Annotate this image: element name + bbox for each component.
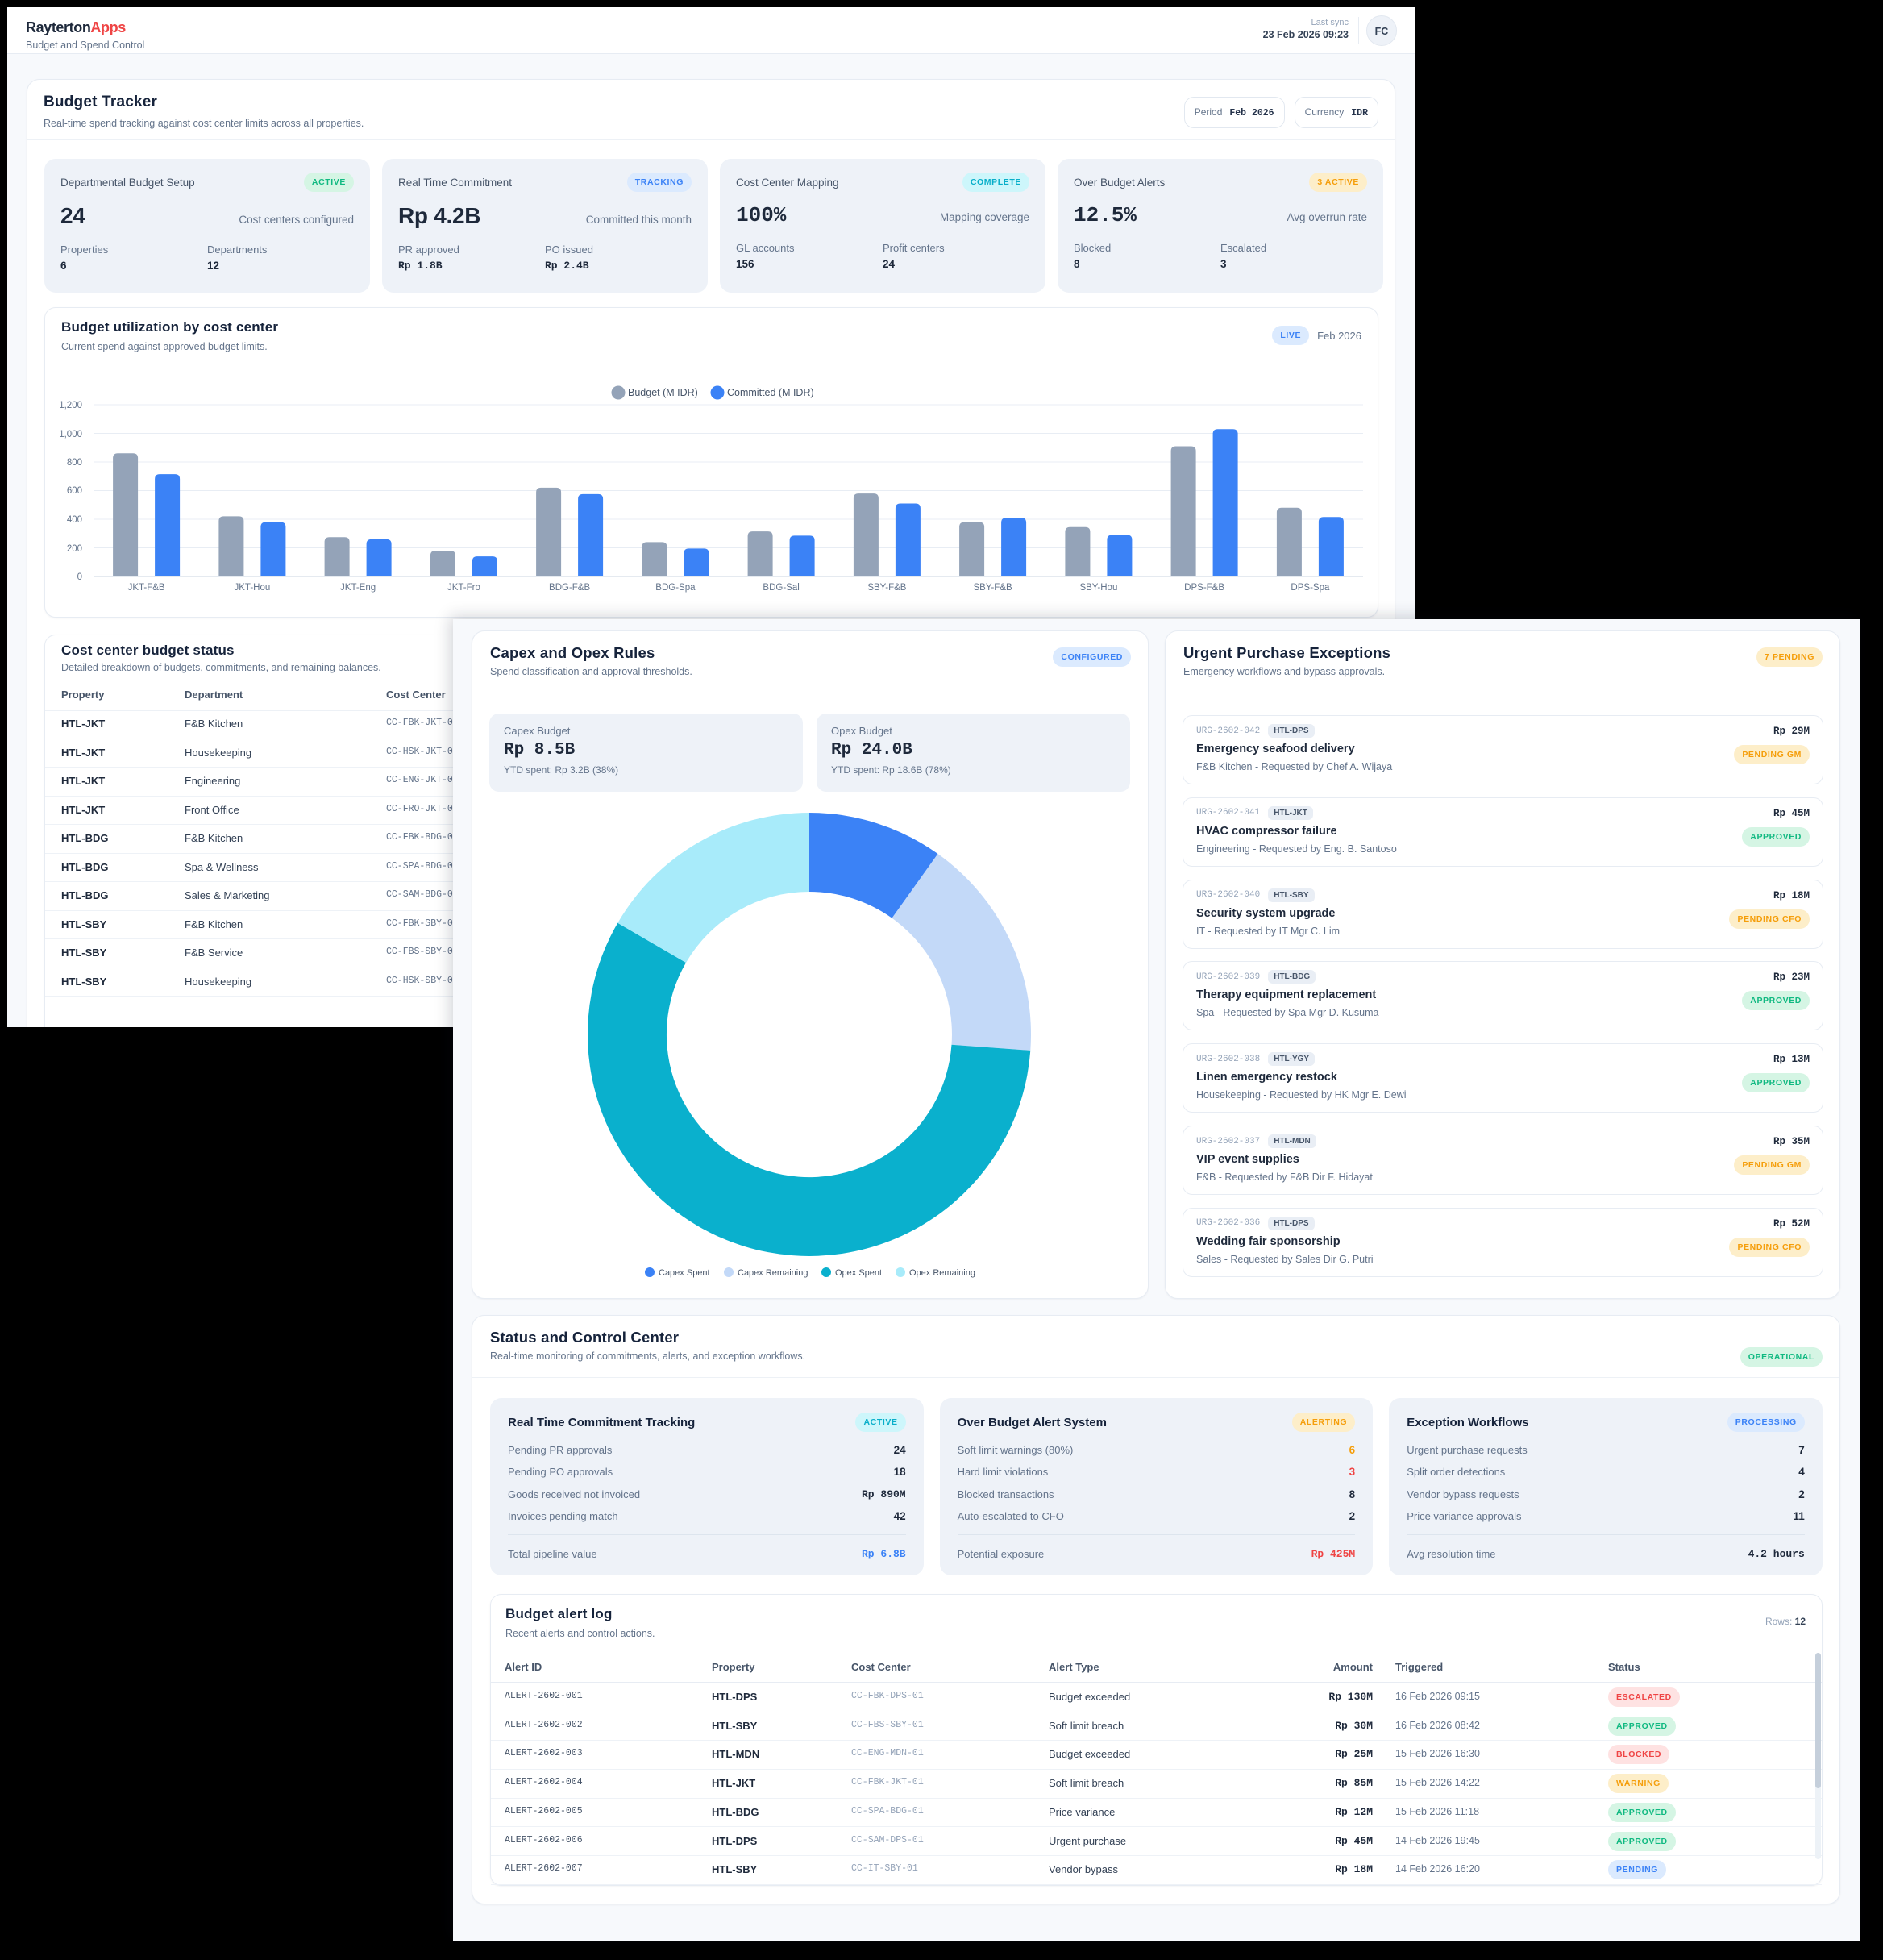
svg-text:JKT-Hou: JKT-Hou <box>235 583 271 593</box>
svg-text:600: 600 <box>67 486 82 496</box>
svg-text:1,200: 1,200 <box>59 401 82 410</box>
svg-text:DPS-Spa: DPS-Spa <box>1291 583 1330 593</box>
svg-text:BDG-Sal: BDG-Sal <box>763 583 799 593</box>
svg-text:Committed (M IDR): Committed (M IDR) <box>727 387 814 398</box>
svg-text:Capex Remaining: Capex Remaining <box>738 1268 808 1278</box>
svg-text:Opex Spent: Opex Spent <box>835 1268 882 1278</box>
svg-text:400: 400 <box>67 515 82 525</box>
svg-text:1,000: 1,000 <box>59 430 82 439</box>
svg-text:800: 800 <box>67 458 82 468</box>
svg-text:DPS-F&B: DPS-F&B <box>1184 583 1224 593</box>
svg-text:Capex Spent: Capex Spent <box>659 1268 710 1278</box>
svg-text:JKT-Fro: JKT-Fro <box>447 583 480 593</box>
svg-text:JKT-Eng: JKT-Eng <box>340 583 376 593</box>
svg-text:JKT-F&B: JKT-F&B <box>128 583 165 593</box>
svg-text:SBY-Hou: SBY-Hou <box>1079 583 1117 593</box>
svg-text:SBY-F&B: SBY-F&B <box>867 583 906 593</box>
svg-text:200: 200 <box>67 544 82 554</box>
svg-text:Budget (M IDR): Budget (M IDR) <box>628 387 698 398</box>
svg-text:BDG-Spa: BDG-Spa <box>655 583 696 593</box>
svg-text:Opex Remaining: Opex Remaining <box>909 1268 975 1278</box>
svg-text:SBY-F&B: SBY-F&B <box>974 583 1012 593</box>
svg-text:BDG-F&B: BDG-F&B <box>549 583 590 593</box>
svg-text:0: 0 <box>77 572 82 582</box>
